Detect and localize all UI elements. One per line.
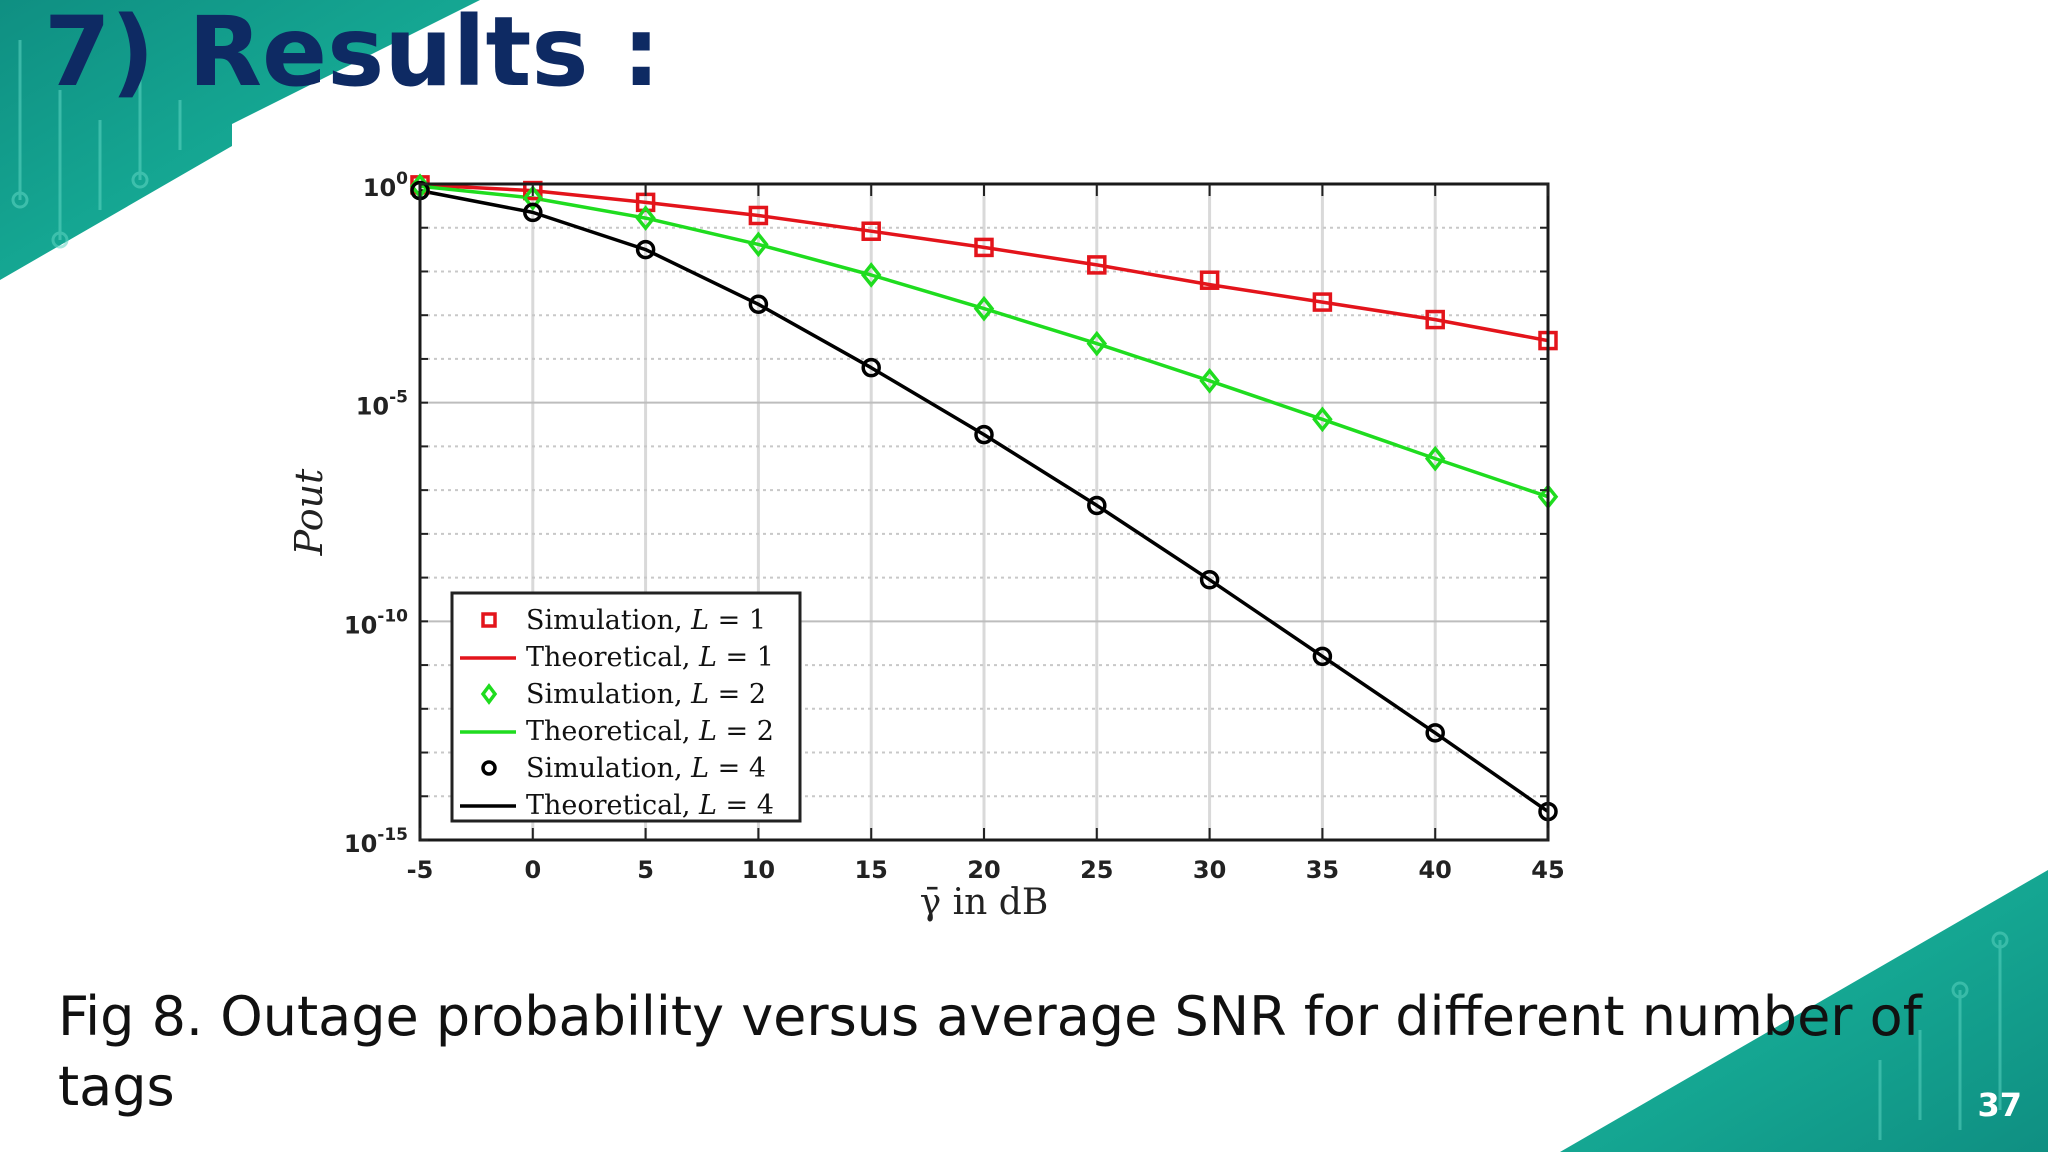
x-tick-label: 25 [1080, 856, 1113, 884]
x-tick-label: 20 [967, 856, 1000, 884]
series-line-1 [419, 183, 1549, 343]
series-lines [419, 183, 1550, 814]
marker-diamond [522, 185, 544, 211]
marker-diamond [1086, 330, 1108, 357]
marker-circle [1199, 570, 1220, 590]
marker-circle [1312, 646, 1333, 667]
legend-entry-label: Simulation, L = 2 [526, 679, 766, 710]
x-tick-label: 30 [1193, 856, 1226, 884]
series-line-3 [419, 184, 1549, 499]
marker-square [1087, 255, 1107, 275]
marker-diamond [1199, 367, 1220, 394]
marker-circle [748, 294, 769, 315]
x-tick-label: 0 [524, 856, 541, 884]
figure-caption: Fig 8. Outage probability versus average… [58, 985, 1922, 1118]
legend-entry-label: Theoretical, L = 2 [526, 716, 774, 747]
marker-diamond [480, 683, 498, 705]
legend-entry-label: Theoretical, L = 1 [526, 642, 774, 673]
marker-square [974, 237, 994, 258]
marker-square [861, 221, 881, 241]
outage-probability-chart: -5 0 5 10 15 20 25 30 35 40 45 100 10-5 10-10 10-15 Si… [287, 169, 1565, 923]
x-tick-label: 15 [854, 856, 887, 884]
axis-ticks: -5 0 5 10 15 20 25 30 35 40 45 100 10-5 10-10 10-15 [344, 169, 1565, 884]
legend-box [450, 591, 802, 823]
x-tick-label: 10 [742, 856, 775, 884]
series-line-5 [419, 188, 1550, 814]
x-tick-label: -5 [407, 856, 434, 884]
marker-diamond [1312, 406, 1333, 433]
y-tick-label: 10-15 [344, 825, 408, 858]
page-number: 37 [1977, 1086, 2022, 1124]
marker-square [748, 205, 769, 226]
accent-shape-bottom-right [1560, 870, 2048, 1152]
legend-entry-label: Theoretical, L = 4 [526, 790, 774, 821]
marker-square [1425, 309, 1445, 330]
marker-diamond [748, 231, 769, 258]
marker-circle [481, 760, 497, 776]
x-tick-label: 40 [1418, 856, 1451, 884]
marker-circle [861, 357, 881, 378]
marker-diamond [860, 262, 882, 288]
legend-entry-label: Simulation, L = 4 [526, 753, 766, 784]
marker-diamond [1424, 445, 1446, 472]
marker-circle [1425, 723, 1445, 743]
marker-diamond [635, 205, 656, 231]
x-tick-label: 45 [1531, 856, 1564, 884]
marker-square [481, 612, 497, 628]
x-tick-label: 35 [1306, 856, 1339, 884]
slide-title: 7) Results : [44, 0, 661, 108]
y-tick-label: 10-5 [356, 388, 408, 421]
marker-circle [523, 202, 543, 223]
marker-diamond [973, 295, 995, 322]
legend: Simulation, L = 1 Theoretical, L = 1 Simul… [450, 591, 802, 823]
marker-square [1312, 292, 1333, 312]
marker-square [1199, 270, 1220, 290]
x-tick-label: 5 [637, 856, 654, 884]
marker-circle [635, 239, 656, 260]
legend-entry-label: Simulation, L = 1 [526, 605, 766, 636]
marker-circle [1087, 495, 1107, 516]
x-axis-label: γ̄ in dB [920, 882, 1049, 923]
y-tick-label: 10-10 [344, 606, 408, 639]
y-axis-label: Pout [287, 468, 331, 556]
marker-circle [974, 424, 994, 445]
y-tick-label: 100 [363, 169, 408, 202]
